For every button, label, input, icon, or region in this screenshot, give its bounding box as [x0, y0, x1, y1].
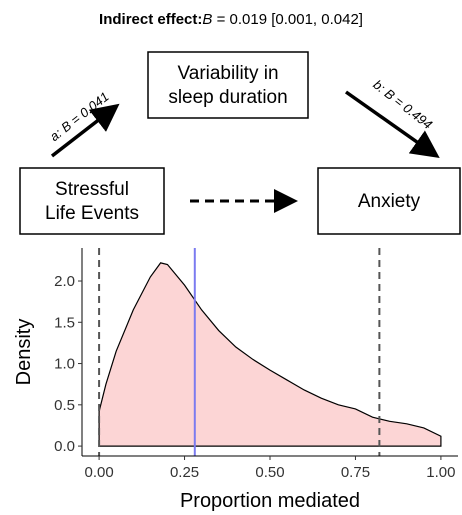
indirect-label: Indirect effect:	[99, 11, 202, 28]
path-b-arrow	[344, 90, 440, 159]
indirect-value: = 0.019 [0.001, 0.042]	[212, 11, 363, 28]
x-tick-label: 1.00	[426, 464, 455, 481]
node-line: Life Events	[45, 203, 139, 224]
density-plot: 0.0 0.5 1.0 1.5 2.0 0.00 0.25 0.50 0.75 1.00 Propo…	[13, 248, 458, 512]
path-a-arrow	[50, 103, 120, 158]
x-tick-label: 0.75	[341, 464, 370, 481]
x-axis-title: Proportion mediated	[180, 490, 360, 512]
predictor-box	[19, 167, 165, 235]
node-line: sleep duration	[168, 87, 287, 108]
path-value: = 0.041	[65, 89, 112, 130]
x-tick-label: 0.00	[84, 464, 113, 481]
node-line: Stressful	[55, 179, 129, 200]
indirect-effect: Indirect effect:B = 0.019 [0.001, 0.042]	[99, 11, 363, 28]
node-line: Variability in	[177, 63, 278, 84]
y-tick-label: 2.0	[54, 273, 75, 290]
node-line: Anxiety	[358, 191, 421, 212]
path-b-label: b: B = 0.494	[370, 77, 435, 132]
mediator-box	[147, 51, 309, 119]
y-tick-label: 1.0	[54, 356, 75, 373]
density-area	[98, 262, 442, 447]
indirect-stat: B	[202, 11, 212, 28]
outcome-box	[317, 167, 461, 235]
y-tick-label: 0.0	[54, 438, 75, 455]
x-tick-label: 0.50	[255, 464, 284, 481]
y-tick-label: 1.5	[54, 314, 75, 331]
x-tick-label: 0.25	[170, 464, 199, 481]
y-tick-label: 0.5	[54, 397, 75, 414]
y-axis-title: Density	[13, 319, 35, 386]
